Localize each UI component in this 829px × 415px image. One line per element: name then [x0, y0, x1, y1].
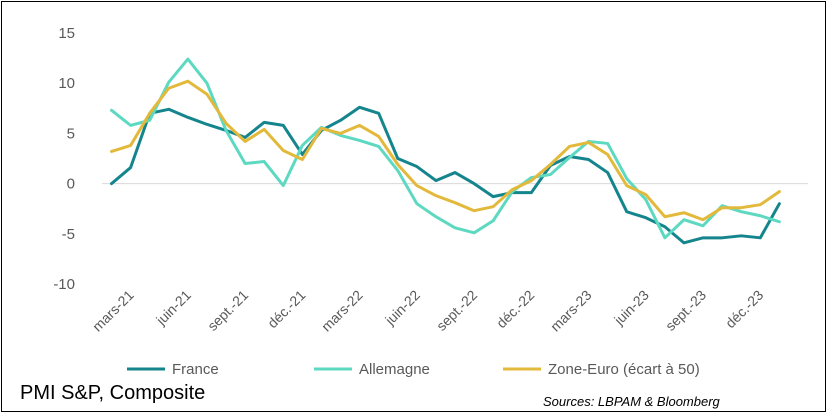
legend-label: Allemagne	[359, 361, 430, 378]
x-tick-label: déc.-22	[493, 287, 537, 331]
y-tick-label: -5	[62, 226, 75, 243]
y-axis: 15 10 5 0 -5 -10	[53, 25, 75, 293]
y-tick-label: 0	[67, 176, 75, 193]
x-tick-label: déc.-21	[264, 287, 308, 331]
x-tick-label: mars-23	[547, 287, 595, 335]
x-tick-label: sept.-21	[204, 287, 251, 334]
x-tick-label: déc.-23	[722, 287, 766, 331]
series-line	[110, 79, 781, 222]
y-tick-label: -10	[53, 276, 75, 293]
x-tick-label: juin-21	[152, 287, 194, 329]
y-tick-label: 5	[67, 125, 75, 142]
y-tick-label: 10	[58, 75, 75, 92]
legend-label: Zone-Euro (écart à 50)	[548, 361, 700, 378]
series-line	[110, 57, 781, 240]
x-tick-label: sept.-22	[433, 287, 480, 334]
x-tick-label: juin-22	[381, 287, 423, 329]
legend-label: France	[172, 361, 219, 378]
chart-title: PMI S&P, Composite	[20, 382, 206, 404]
x-tick-label: mars-21	[89, 287, 137, 335]
legend: France Allemagne Zone-Euro (écart à 50)	[127, 361, 700, 378]
y-tick-label: 15	[58, 25, 75, 42]
series-lines	[110, 57, 781, 245]
chart-source: Sources: LBPAM & Bloomberg	[543, 394, 720, 409]
x-axis: mars-21 juin-21 sept.-21 déc.-21 mars-22 juin…	[89, 183, 808, 335]
series-line	[110, 105, 781, 245]
x-tick-label: sept.-23	[662, 287, 709, 334]
x-tick-label: mars-22	[318, 287, 366, 335]
x-tick-label: juin-23	[610, 287, 652, 329]
